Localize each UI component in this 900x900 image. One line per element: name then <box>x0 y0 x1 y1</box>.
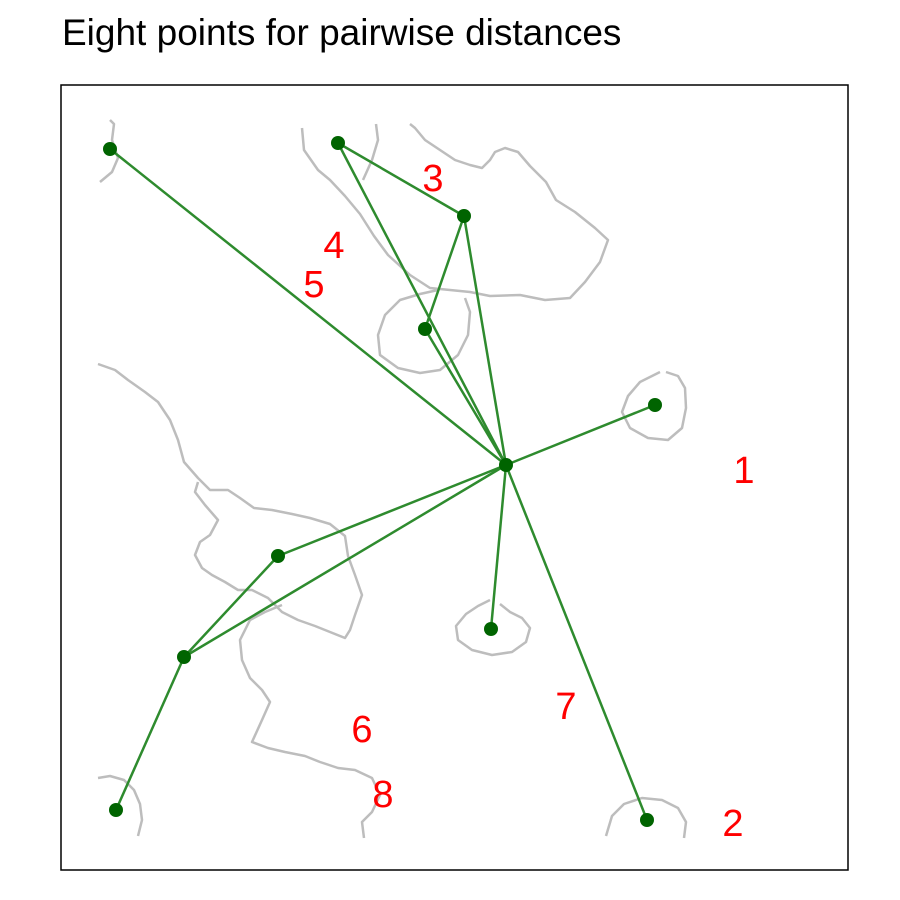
number-labels: 1 2 3 4 5 6 7 8 <box>303 158 754 845</box>
label-8: 8 <box>372 774 393 816</box>
boundary-line <box>97 774 144 837</box>
label-5: 5 <box>303 264 324 306</box>
map-title: Eight points for pairwise distances <box>62 12 622 53</box>
distance-line <box>183 463 507 659</box>
point-marker <box>648 398 662 412</box>
boundary-line <box>97 362 364 640</box>
boundary-line <box>604 796 688 839</box>
distance-line <box>336 142 508 466</box>
point-marker <box>109 803 123 817</box>
distance-line <box>462 215 508 466</box>
points <box>103 136 662 827</box>
region-boundaries <box>97 119 688 839</box>
point-marker <box>457 209 471 223</box>
boundary-line <box>361 123 380 181</box>
boundary-line <box>454 598 532 657</box>
point-marker <box>331 136 345 150</box>
boundary-line <box>620 370 688 442</box>
distance-line <box>489 464 508 630</box>
distance-line <box>504 464 649 821</box>
boundary-line <box>376 288 472 375</box>
distance-lines <box>109 141 656 821</box>
distance-line <box>337 141 465 218</box>
point-marker <box>103 142 117 156</box>
point-marker <box>499 458 513 472</box>
label-6: 6 <box>351 709 372 751</box>
distance-line <box>109 148 507 466</box>
label-1: 1 <box>733 450 754 492</box>
label-3: 3 <box>422 158 443 200</box>
distance-line <box>114 656 186 811</box>
distance-line <box>183 555 279 658</box>
point-marker <box>177 650 191 664</box>
point-marker <box>640 813 654 827</box>
distance-line <box>423 215 466 330</box>
label-4: 4 <box>323 225 344 267</box>
boundary-line <box>238 603 382 839</box>
point-marker <box>484 622 498 636</box>
label-2: 2 <box>722 803 743 845</box>
point-marker <box>271 549 285 563</box>
distance-line <box>505 403 656 467</box>
distance-line <box>277 463 507 558</box>
distance-line <box>423 328 508 466</box>
point-marker <box>418 322 432 336</box>
boundary-line <box>300 123 610 302</box>
label-7: 7 <box>555 686 576 728</box>
